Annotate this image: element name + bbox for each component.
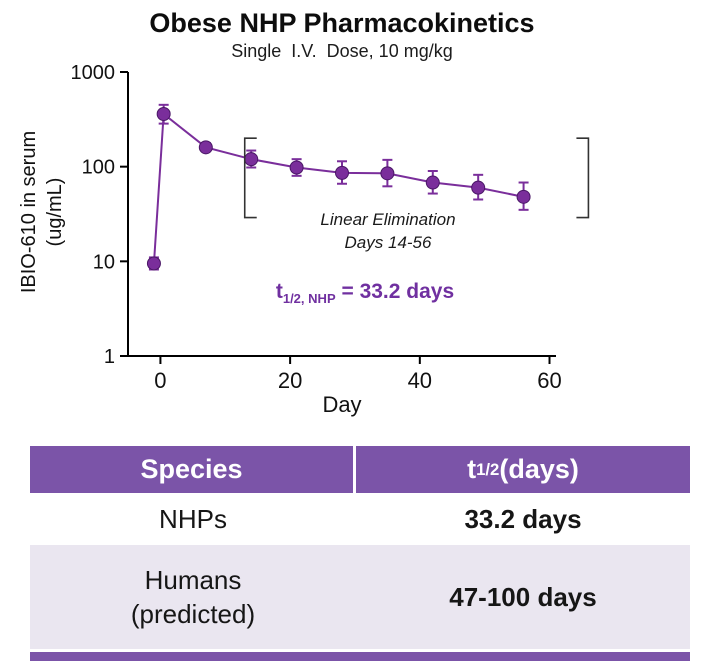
header-halflife-units: (days) (499, 454, 579, 484)
y-axis-label-line1: IBIO-610 in serum (18, 130, 40, 294)
svg-text:100: 100 (82, 157, 115, 179)
svg-text:1000: 1000 (71, 62, 116, 84)
svg-text:1: 1 (104, 346, 115, 368)
annotation-linear-elimination: Linear Elimination Days 14-56 (188, 208, 588, 254)
table-bottom-strip (30, 652, 690, 661)
table-header-row: Species t 1/2 (days) (30, 446, 690, 493)
pk-plot-canvas: 1 10 100 1000 0 20 40 60 (71, 62, 590, 393)
pk-chart: Obese NHP Pharmacokinetics Single I.V. D… (16, 8, 590, 417)
cell-species-nhps: NHPs (159, 503, 227, 534)
halflife-prefix: t (275, 280, 283, 303)
cell-species-humans-line2: (predicted) (130, 599, 256, 629)
header-halflife-subscript: 1/2 (476, 459, 500, 479)
cell-species-humans-line1: Humans (144, 565, 242, 595)
svg-text:60: 60 (537, 368, 561, 393)
annotation-halflife-nhp: t1/2, NHP = 33.2 days (150, 280, 580, 306)
x-axis-label: Day (322, 392, 362, 417)
y-axis-label-line2: (ug/mL) (44, 177, 66, 247)
annotation-linear-elimination-line2: Days 14-56 (344, 233, 432, 252)
cell-halflife-nhps: 33.2 days (464, 503, 582, 534)
svg-text:10: 10 (93, 251, 115, 273)
halflife-table: Species t 1/2 (days) NHPs 33.2 days Human… (30, 446, 690, 661)
svg-text:0: 0 (154, 368, 166, 393)
annotation-linear-elimination-line1: Linear Elimination (320, 210, 456, 229)
cell-species-humans: Humans (predicted) (30, 545, 356, 649)
y-axis-label: IBIO-610 in serum (ug/mL) (16, 62, 68, 362)
col-header-halflife: t 1/2 (days) (356, 446, 690, 493)
chart-subtitle: Single I.V. Dose, 10 mg/kg (231, 41, 453, 61)
svg-text:40: 40 (408, 368, 432, 393)
halflife-value: = 33.2 days (335, 280, 455, 303)
halflife-subscript: 1/2, NHP (282, 291, 336, 307)
table-row-nhps: NHPs 33.2 days (30, 493, 690, 545)
header-halflife-prefix: t (467, 454, 477, 484)
table-row-humans: Humans (predicted) 47-100 days (30, 545, 690, 649)
col-header-species: Species (30, 446, 356, 493)
svg-text:20: 20 (278, 368, 302, 393)
chart-title: Obese NHP Pharmacokinetics (149, 8, 535, 38)
cell-halflife-humans: 47-100 days (449, 581, 597, 612)
